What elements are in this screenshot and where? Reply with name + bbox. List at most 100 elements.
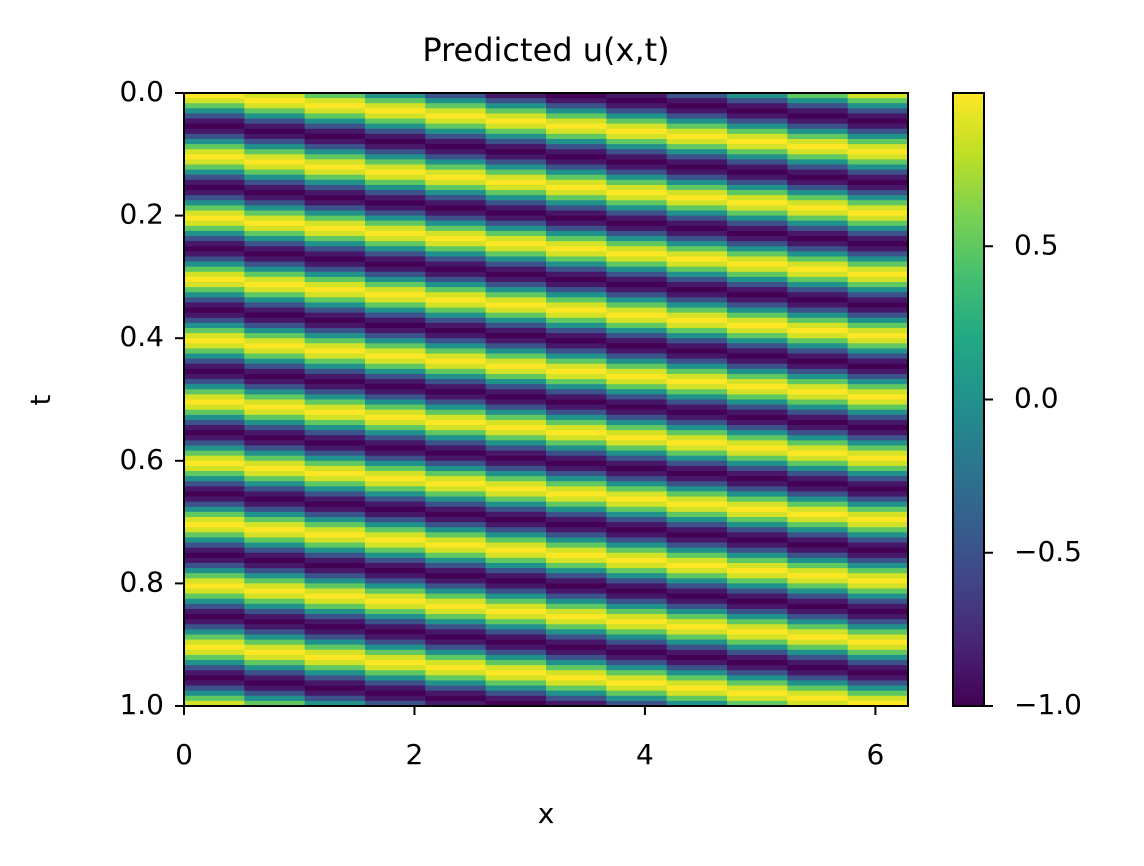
cell [425,660,487,666]
cell [304,532,366,539]
cell [727,307,788,314]
cell [606,649,668,656]
cell [425,184,487,191]
cell [546,491,607,498]
cell [365,593,426,600]
cell [304,690,366,697]
cell [727,266,788,273]
cell [365,184,426,191]
cell [666,639,728,646]
cell [727,327,788,334]
cell [425,486,487,493]
cell [184,266,245,273]
cell [184,358,245,365]
y-axis-label: t [24,394,57,405]
cell [244,414,306,421]
cell [485,700,547,707]
cell [546,389,607,395]
cell [666,103,728,109]
cell [365,654,426,661]
cell [606,215,668,222]
cell [606,251,668,258]
cell [184,614,245,620]
cell [425,190,487,196]
cell [847,98,909,104]
cell [727,598,788,605]
cell [666,491,728,498]
cell [244,593,306,600]
cell [425,404,487,411]
cell [606,665,668,671]
cell [787,414,849,421]
cell [727,568,788,574]
cell [244,190,306,196]
cell [606,389,668,395]
cell [727,205,788,212]
cell [304,644,366,651]
cell [727,108,788,115]
cell [727,98,788,104]
cell [365,190,426,196]
cell [485,389,547,395]
cell [485,522,547,528]
cell [425,276,487,283]
cell [727,537,788,544]
cell [485,353,547,360]
cell [847,149,909,155]
cell [727,593,788,600]
cell [244,568,306,574]
cell [546,680,607,687]
cell [485,465,547,472]
cell [847,409,909,416]
cell [365,123,426,130]
cell [847,516,909,523]
cell [184,573,245,579]
cell [485,292,547,298]
cell [606,522,668,528]
cell [365,389,426,395]
cell [184,583,245,590]
cell [606,675,668,682]
cell [184,348,245,355]
cell [666,113,728,120]
cell [666,302,728,309]
cell [304,220,366,227]
cell [244,256,306,263]
cell [847,460,909,467]
cell [425,578,487,584]
cell [244,179,306,186]
cell [847,680,909,687]
cell [666,379,728,385]
cell [787,700,849,707]
cell [184,568,245,574]
cell [606,537,668,544]
cell [606,440,668,447]
cell [304,419,366,426]
cell [365,220,426,227]
cell [244,562,306,569]
cell [606,327,668,334]
cell [244,501,306,508]
cell [244,317,306,324]
cell [365,532,426,539]
cell [606,644,668,651]
cell [485,619,547,625]
cell [666,118,728,125]
cell [485,486,547,493]
cell [184,333,245,339]
cell [485,593,547,600]
cell [244,322,306,329]
cell [365,133,426,140]
cell [666,695,728,702]
cell [244,460,306,467]
cell [847,471,909,477]
cell [244,333,306,339]
cell [425,251,487,258]
cell [546,108,607,115]
cell [485,241,547,247]
cell [485,138,547,145]
cell [365,614,426,620]
cell [184,93,245,99]
cell [546,562,607,569]
cell [184,450,245,457]
